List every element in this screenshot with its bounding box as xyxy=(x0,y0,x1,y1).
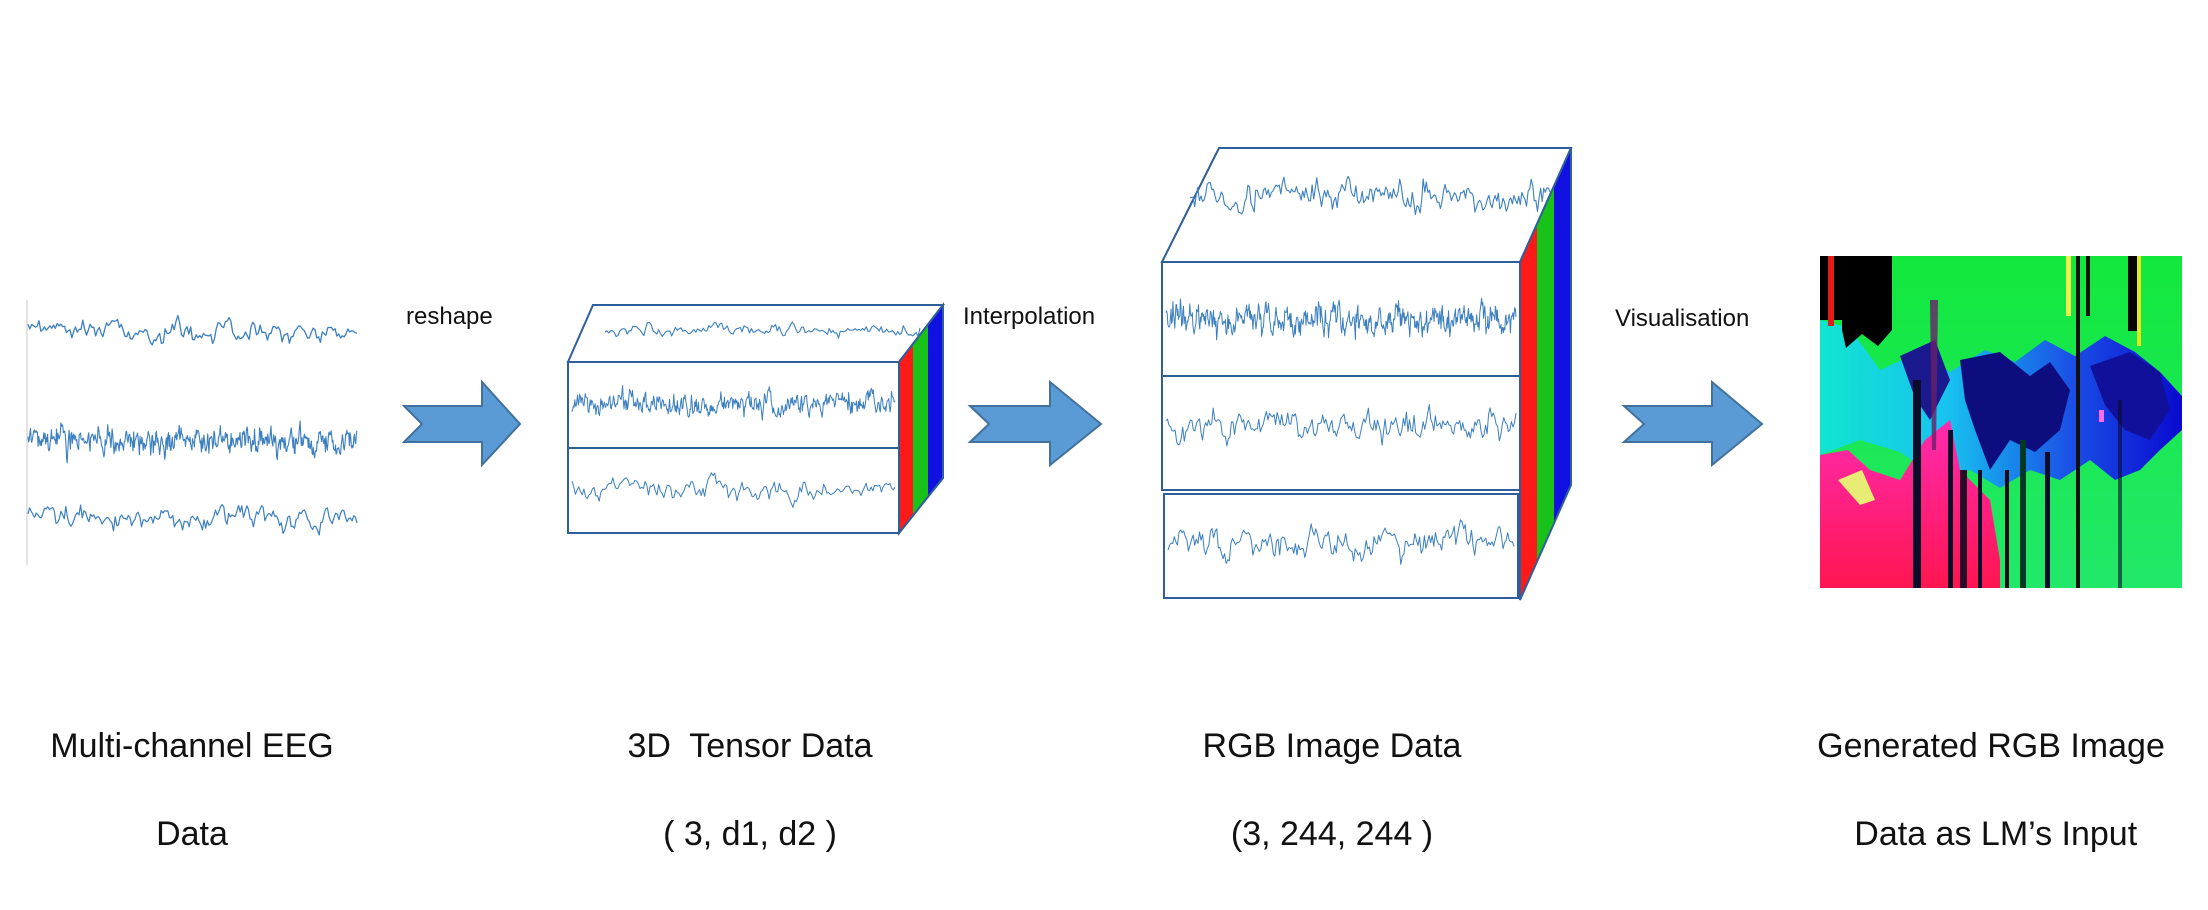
waveform-trace xyxy=(1167,519,1515,565)
generated-image-caption: Generated RGB Image Data as LM’s Input xyxy=(1781,680,2201,900)
waveform-trace xyxy=(27,504,358,536)
eeg-data-caption: Multi-channel EEG Data xyxy=(0,680,402,900)
waveform-trace xyxy=(571,472,896,508)
rgb-image-data-caption: RGB Image Data (3, 244, 244 ) xyxy=(1122,680,1542,900)
tensor-data-caption: 3D Tensor Data ( 3, d1, d2 ) xyxy=(540,680,960,900)
reshape-arrow-label: reshape xyxy=(406,303,493,330)
eeg-caption-line1: Multi-channel EEG xyxy=(50,727,334,765)
waveform-trace xyxy=(571,385,896,421)
eeg-caption-line2: Data xyxy=(156,815,228,853)
tensor-caption-line2: ( 3, d1, d2 ) xyxy=(663,815,837,853)
generated-rgb-image-icon xyxy=(1820,256,2182,588)
waveform-trace xyxy=(27,314,358,346)
eeg-channel-3 xyxy=(27,504,358,536)
rgb-caption-line2: (3, 244, 244 ) xyxy=(1230,815,1434,853)
eeg-channel-1 xyxy=(27,314,358,346)
waveform-trace xyxy=(604,321,921,339)
process-arrow-icon xyxy=(967,379,1103,468)
waveform-trace xyxy=(1189,175,1551,216)
interpolation-arrow-label: Interpolation xyxy=(963,303,1096,330)
process-arrow-icon xyxy=(1621,379,1764,468)
eeg-waveform-group xyxy=(26,300,358,565)
eeg-channel-2 xyxy=(27,420,358,464)
rgb-image-cube-icon xyxy=(1160,147,1573,601)
generated-caption-line1: Generated RGB Image xyxy=(1817,727,2165,765)
tensor-caption-line1: 3D Tensor Data xyxy=(627,727,873,765)
waveform-trace xyxy=(1165,404,1517,447)
waveform-trace xyxy=(27,420,358,464)
visualisation-arrow-label: Visualisation xyxy=(1615,305,1750,332)
process-arrow-icon xyxy=(401,379,522,468)
generated-caption-line2: Data as LM’s Input xyxy=(1844,815,2138,853)
tensor-cube-icon xyxy=(566,302,946,536)
rgb-caption-line1: RGB Image Data xyxy=(1202,727,1462,765)
waveform-trace xyxy=(1165,297,1517,341)
